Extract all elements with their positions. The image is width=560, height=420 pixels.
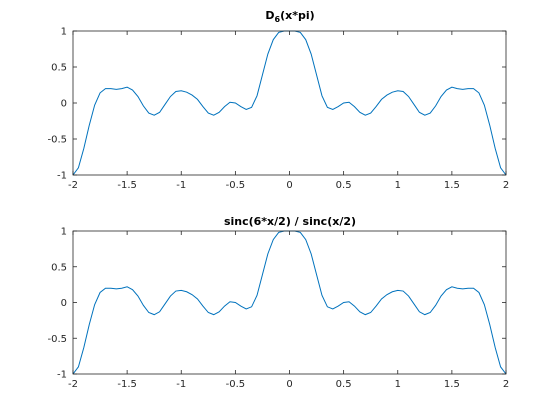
subplot-top-x-tick-label-7: 1.5 xyxy=(444,180,460,191)
subplot-top-x-tick-label-8: 2 xyxy=(503,180,509,191)
subplot-top-x-tick-label-1: -1.5 xyxy=(117,180,137,191)
subplot-bottom: sinc(6*x/2) / sinc(x/2) -2 -1.5 -1 -0.5 0 0.5… xyxy=(47,215,509,390)
subplot-bottom-x-tick-label-6: 1 xyxy=(395,379,401,390)
subplot-bottom-x-tick-label-7: 1.5 xyxy=(444,379,460,390)
subplot-top-y-tick-label-0: -1 xyxy=(57,171,67,182)
subplot-bottom-y-tick-label-1: -0.5 xyxy=(47,334,67,345)
subplot-top-y-tick-label-1: -0.5 xyxy=(47,135,67,146)
subplot-top-y-tick-label-2: 0 xyxy=(61,99,67,110)
subplot-bottom-x-tick-label-1: -1.5 xyxy=(117,379,137,390)
subplot-top-y-tick-label-4: 1 xyxy=(61,27,67,38)
subplot-bottom-y-tick-label-0: -1 xyxy=(57,370,67,381)
subplot-top: D6(x*pi) -2 -1.5 -1 -0.5 0 0.5 1 1.5 2 -1 -0.5 0 0.5… xyxy=(47,9,509,191)
subplot-top-x-tick-label-4: 0 xyxy=(286,180,292,191)
subplot-top-x-tick-label-6: 1 xyxy=(395,180,401,191)
subplot-bottom-y-tick-label-4: 1 xyxy=(61,227,67,238)
subplot-bottom-title: sinc(6*x/2) / sinc(x/2) xyxy=(224,215,356,228)
subplot-top-x-tick-label-3: -0.5 xyxy=(226,180,246,191)
subplot-bottom-x-tick-label-8: 2 xyxy=(503,379,509,390)
subplot-bottom-x-tick-label-4: 0 xyxy=(286,379,292,390)
subplot-bottom-y-tick-label-2: 0 xyxy=(61,298,67,309)
subplot-top-y-tick-label-3: 0.5 xyxy=(51,63,67,74)
subplot-bottom-x-tick-label-5: 0.5 xyxy=(336,379,352,390)
subplot-top-title-subscript: 6 xyxy=(275,15,281,24)
subplot-top-x-tick-label-5: 0.5 xyxy=(336,180,352,191)
subplot-top-x-tick-label-2: -1 xyxy=(176,180,186,191)
subplot-bottom-y-tick-label-3: 0.5 xyxy=(51,262,67,273)
subplot-bottom-x-tick-label-0: -2 xyxy=(68,379,78,390)
subplot-bottom-x-tick-label-3: -0.5 xyxy=(226,379,246,390)
subplot-top-x-tick-label-0: -2 xyxy=(68,180,78,191)
subplot-bottom-x-tick-label-2: -1 xyxy=(176,379,186,390)
subplot-top-title: D6(x*pi) xyxy=(265,9,314,24)
